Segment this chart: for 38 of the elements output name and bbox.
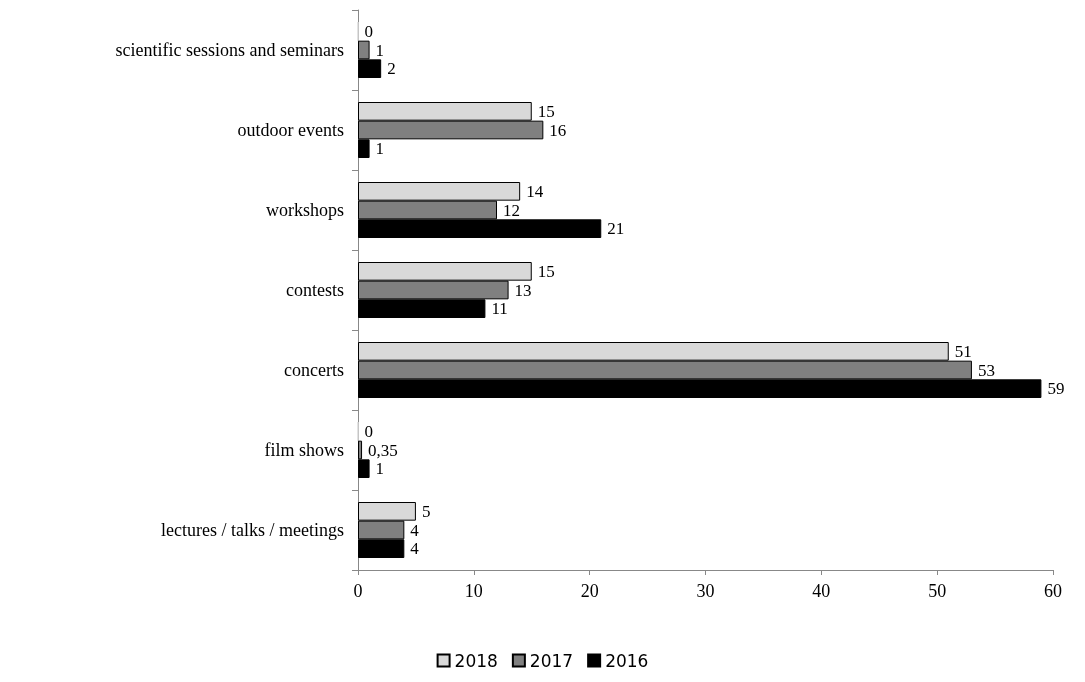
x-tick-label: 0 [353,581,363,601]
data-label: 14 [526,181,544,201]
data-label: 1 [375,40,385,60]
data-label: 2 [387,59,396,79]
legend-label: 2018 [454,650,498,671]
data-label: 0 [364,21,373,41]
data-label: 21 [607,219,625,239]
data-label: 5 [421,501,431,521]
data-label: 59 [1047,379,1065,399]
x-tick-label: 20 [580,581,599,601]
x-tick-label: 60 [1044,581,1062,601]
y-tick-label: outdoor events [237,120,344,140]
data-label: 12 [503,200,520,220]
y-tick-label: film shows [264,440,344,460]
data-label: 0 [364,421,373,441]
data-label: 53 [977,360,995,380]
data-label: 15 [537,101,555,121]
legend-label: 2017 [529,650,574,671]
data-label: 1 [375,139,385,159]
data-label: 13 [514,280,532,300]
data-label: 0,35 [368,440,398,460]
y-tick-label: lectures / talks / meetings [161,520,344,540]
x-tick-label: 10 [464,581,483,601]
data-label: 11 [491,299,508,319]
y-tick-label: scientific sessions and seminars [115,40,344,60]
data-label: 4 [410,539,420,559]
x-tick-label: 50 [928,581,947,601]
legend-label: 2016 [605,650,649,671]
y-tick-label: concerts [284,360,344,380]
data-label: 4 [410,520,420,540]
x-tick-label: 40 [812,581,831,601]
y-tick-label: workshops [265,200,344,220]
data-label: 51 [954,341,972,361]
data-label: 1 [375,459,385,479]
data-label: 16 [549,120,567,140]
data-label: 15 [537,261,555,281]
x-tick-label: 30 [696,581,715,601]
y-tick-label: contests [286,280,344,300]
